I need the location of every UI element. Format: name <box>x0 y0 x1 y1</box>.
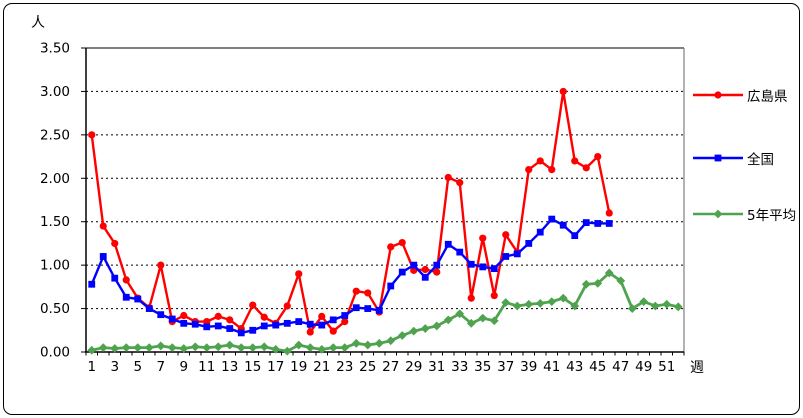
x-tick-label: 27 <box>382 359 399 375</box>
legend-item-5yr-average: 5年平均 <box>692 204 796 224</box>
legend-item-zenkoku: 全国 <box>692 148 774 168</box>
x-tick-label: 23 <box>336 359 353 375</box>
series-広島県 <box>88 87 613 336</box>
x-tick-label: 11 <box>198 359 215 375</box>
x-tick-label: 43 <box>566 359 583 375</box>
x-tick-label: 39 <box>520 359 537 375</box>
legend-sample-blue-line-square-icon <box>693 154 743 162</box>
y-tick-label: 0.50 <box>40 301 70 317</box>
x-tick-label: 33 <box>451 359 468 375</box>
legend-label-zenkoku: 全国 <box>747 152 774 168</box>
x-tick-label: 37 <box>497 359 514 375</box>
x-tick-label: 21 <box>313 359 330 375</box>
x-axis: 1 3 5 7 9 11 13 15 17 19 21 23 25 27 29 31 33 35 37 39 41 43 4… <box>85 352 685 375</box>
x-tick-label: 47 <box>612 359 629 375</box>
x-tick-label: 3 <box>110 359 119 375</box>
x-tick-label: 31 <box>428 359 445 375</box>
y-tick-label: 3.50 <box>40 41 70 57</box>
legend-label-5yr-average: 5年平均 <box>747 208 797 224</box>
x-tick-label: 41 <box>543 359 560 375</box>
x-tick-label: 5 <box>133 359 142 375</box>
series-全国 <box>88 215 613 337</box>
y-tick-label: 2.50 <box>40 127 70 143</box>
x-tick-label: 19 <box>290 359 307 375</box>
x-tick-label: 49 <box>635 359 652 375</box>
line-chart-plot: 0.000.501.001.502.002.503.003.501 3 5 7 9 11 1… <box>40 41 685 375</box>
x-tick-label: 15 <box>244 359 261 375</box>
y-tick-label: 3.00 <box>40 84 70 100</box>
x-tick-label: 9 <box>179 359 188 375</box>
x-tick-label: 13 <box>221 359 238 375</box>
legend-sample-red-line-circle-icon <box>693 91 743 99</box>
legend: 広島県 全国 5年平均 <box>692 4 803 418</box>
y-tick-label: 0.00 <box>40 345 70 361</box>
x-tick-label: 45 <box>589 359 606 375</box>
x-tick-label: 17 <box>267 359 284 375</box>
x-tick-label: 35 <box>474 359 491 375</box>
x-tick-label: 25 <box>359 359 376 375</box>
y-axis-unit-label: 人 <box>31 15 45 31</box>
y-tick-label: 1.00 <box>40 258 70 274</box>
x-tick-label: 7 <box>156 359 165 375</box>
plot-border <box>85 47 685 353</box>
legend-sample-green-line-diamond-icon <box>693 209 743 219</box>
x-axis-unit-label: 週 <box>690 360 704 376</box>
x-tick-label: 1 <box>87 359 96 375</box>
y-tick-label: 1.50 <box>40 214 70 230</box>
y-axis: 0.00 0.50 1.00 1.50 2.00 2.50 3.00 3.50 <box>40 41 86 361</box>
series-5年平均 <box>87 268 683 356</box>
x-tick-label: 29 <box>405 359 422 375</box>
legend-item-hiroshima: 広島県 <box>692 85 788 105</box>
x-tick-label: 51 <box>658 359 675 375</box>
y-tick-label: 2.00 <box>40 171 70 187</box>
legend-label-hiroshima: 広島県 <box>747 89 788 105</box>
chart-frame: 人 0.00 0.50 1.00 1.50 2.00 2.50 3.00 3.50 1 3 5 7 9 1… <box>3 3 800 415</box>
